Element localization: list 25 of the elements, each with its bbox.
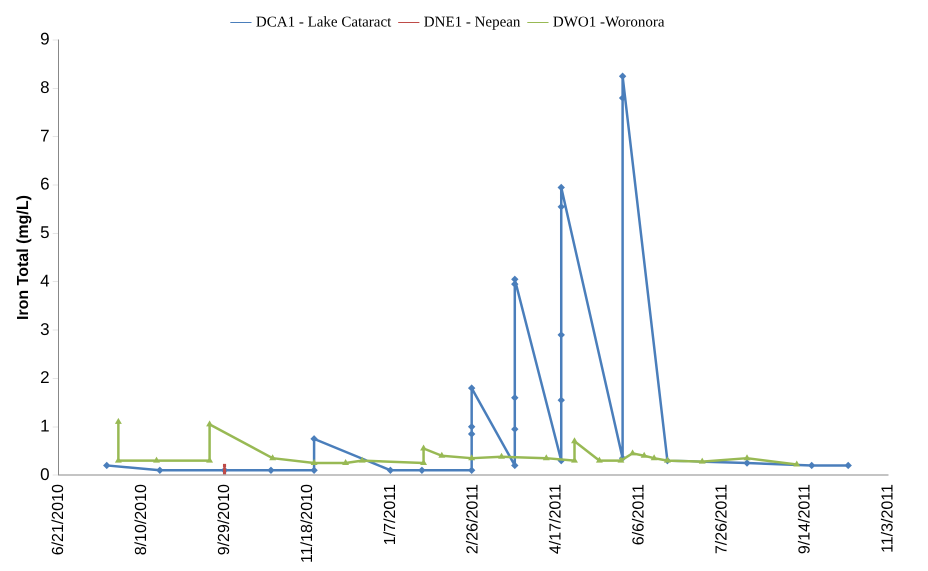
y-tick-label: 4: [40, 271, 50, 290]
x-tick-label: 8/10/2010: [132, 484, 150, 556]
x-tick-label: 11/3/2011: [879, 484, 896, 553]
y-tick-label: 5: [40, 223, 50, 242]
y-tick-label: 8: [40, 78, 50, 98]
x-tick-label: 1/7/2011: [382, 484, 399, 546]
x-tick-label: 4/17/2011: [548, 484, 565, 554]
x-tick-label: 2/26/2011: [464, 484, 482, 554]
x-tick-label: 6/6/2011: [630, 484, 648, 546]
x-tick-label: 6/21/2010: [50, 484, 68, 556]
y-axis-title: Iron Total (mg/L): [15, 195, 32, 320]
legend-label: DCA1 - Lake Cataract: [256, 14, 392, 30]
x-tick-label: 9/14/2011: [796, 484, 814, 554]
y-tick-label: 3: [40, 320, 50, 339]
x-tick-label: 9/29/2010: [216, 484, 233, 556]
y-tick-label: 6: [40, 174, 50, 194]
y-tick-label: 9: [40, 30, 50, 49]
y-tick-label: 7: [40, 126, 50, 146]
x-tick-label: 11/18/2010: [298, 484, 316, 563]
legend-label: DWO1 -Woronora: [552, 14, 665, 30]
x-tick-label: 7/26/2011: [714, 484, 731, 554]
y-tick-label: 0: [40, 464, 50, 484]
y-tick-label: 1: [40, 416, 50, 436]
legend-label: DNE1 - Nepean: [424, 14, 521, 30]
y-tick-label: 2: [40, 368, 50, 388]
